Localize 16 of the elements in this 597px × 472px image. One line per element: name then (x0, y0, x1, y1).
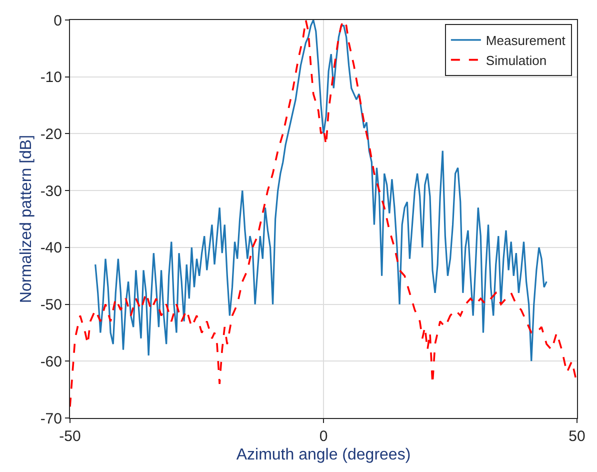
x-axis-title: Azimuth angle (degrees) (236, 446, 411, 464)
x-tick-label: 0 (319, 428, 328, 445)
y-tick-label: 0 (54, 12, 62, 30)
legend-label: Measurement (486, 33, 566, 48)
x-tick-label: -50 (59, 428, 81, 445)
x-tick-label: 50 (568, 428, 586, 445)
y-tick-label: -40 (40, 240, 62, 257)
y-tick-label: -50 (40, 296, 62, 314)
y-tick-label: -30 (40, 182, 62, 200)
y-tick-label: -70 (40, 410, 62, 428)
legend-label: Simulation (486, 52, 547, 68)
y-tick-label: -20 (40, 126, 62, 143)
y-tick-label: -60 (40, 353, 62, 370)
y-tick-label: -10 (40, 69, 62, 86)
y-axis-title: Normalized pattern [dB] (18, 134, 36, 304)
line-series (70, 20, 577, 408)
